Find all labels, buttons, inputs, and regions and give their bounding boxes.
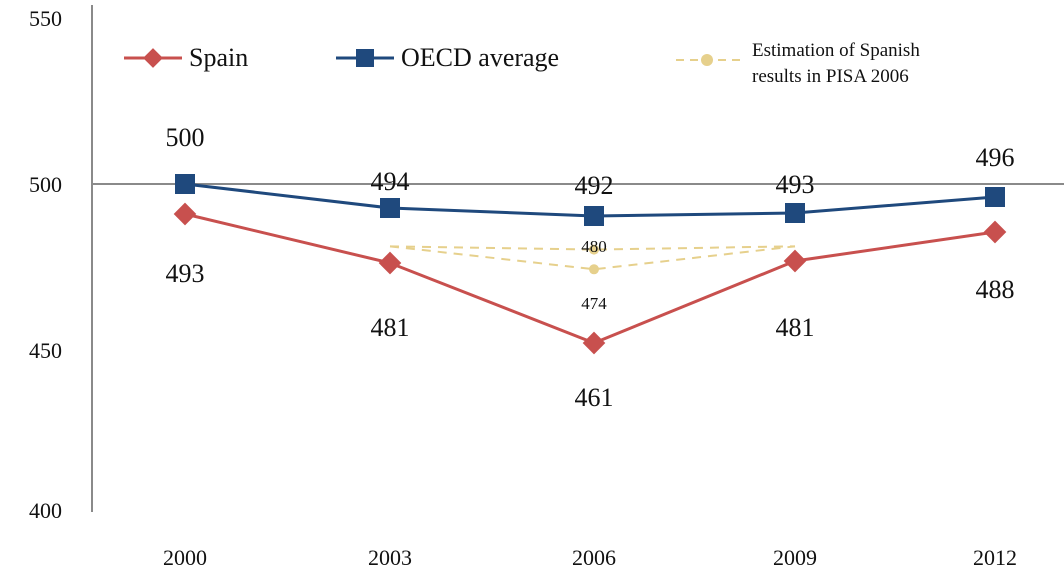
spain-label-2009: 481 [776,313,815,342]
estimation-line-474 [389,245,796,271]
oecd-label-2006: 492 [575,171,614,200]
legend-item-oecd: OECD average [336,43,559,72]
legend-spain-label: Spain [189,43,248,72]
legend-item-estimation: Estimation of Spanish results in PISA 20… [676,40,920,87]
legend-estimation-label-line1: Estimation of Spanish [752,40,920,61]
data-labels: 480 474 500 494 492 493 496 493 481 461 481 488 [166,123,1015,412]
estimation-label-480: 480 [581,237,607,256]
y-tick-labels: 400 450 500 550 [29,6,62,523]
legend-estimation-label-line2: results in PISA 2006 [752,66,909,87]
legend-oecd-label: OECD average [401,43,559,72]
spain-label-2006: 461 [575,383,614,412]
oecd-point-2012 [985,187,1005,207]
spain-point-2000 [173,202,197,226]
x-tick-labels: 2000 2003 2006 2009 2012 [163,545,1017,570]
spain-label-2000: 493 [166,259,205,288]
spain-point-2009 [783,249,807,273]
legend-oecd-square [356,49,374,67]
spain-label-2012: 488 [976,275,1015,304]
legend-estimation-dot [701,54,713,66]
x-tick-2012: 2012 [973,545,1017,570]
estimation-point-474 [589,264,599,275]
y-tick-400: 400 [29,498,62,523]
oecd-label-2012: 496 [976,143,1015,172]
legend-item-spain: Spain [124,43,248,72]
oecd-point-2006 [584,206,604,226]
estimation-label-474: 474 [581,294,607,313]
oecd-point-2009 [785,203,805,223]
x-tick-2009: 2009 [773,545,817,570]
oecd-label-2009: 493 [776,170,815,199]
x-tick-2000: 2000 [163,545,207,570]
x-tick-2006: 2006 [572,545,616,570]
y-tick-500: 500 [29,172,62,197]
spain-label-2003: 481 [371,313,410,342]
spain-point-2006 [582,331,606,355]
estimation-point-480 [589,244,599,255]
oecd-point-2003 [380,198,400,218]
oecd-series [175,174,1005,226]
estimation-line-480 [389,245,796,251]
legend-spain-diamond [143,48,163,68]
y-tick-550: 550 [29,6,62,31]
legend: Spain OECD average Estimation of Spanish… [124,40,920,87]
oecd-label-2003: 494 [371,167,410,196]
oecd-point-2000 [175,174,195,194]
spain-point-2012 [983,220,1007,244]
y-tick-450: 450 [29,338,62,363]
oecd-label-2000: 500 [166,123,205,152]
spain-line [184,212,996,345]
spain-point-2003 [378,251,402,275]
x-tick-2003: 2003 [368,545,412,570]
estimation-series [389,244,796,275]
